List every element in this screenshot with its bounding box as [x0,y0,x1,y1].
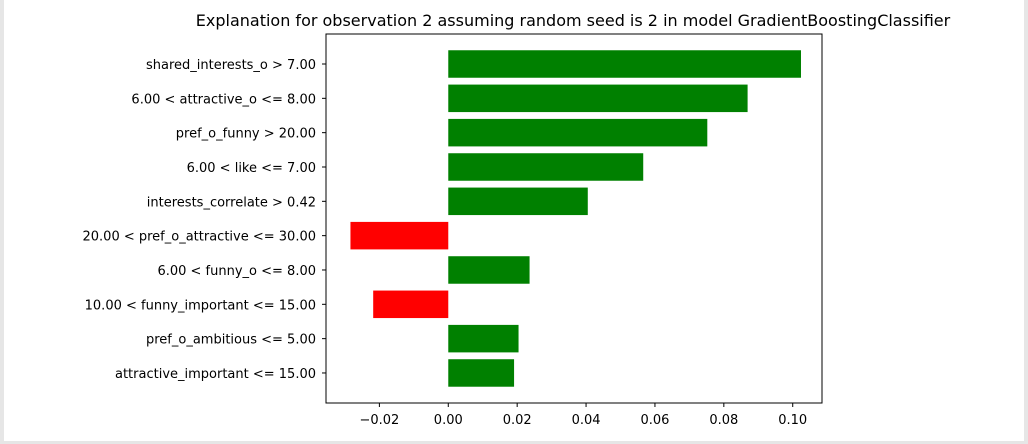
bar-interests-correlate-0-42 [448,187,588,216]
y-tick-label: 10.00 < funny_important <= 15.00 [85,298,316,313]
bar-pref-o-ambitious-5-00 [448,324,519,353]
y-tick-label: 20.00 < pref_o_attractive <= 30.00 [83,230,317,245]
bar-6-00-like-7-00 [448,153,644,181]
bar-20-00-pref-o-attractive-30-00 [350,221,449,250]
y-tick-label: pref_o_ambitious <= 5.00 [146,333,316,348]
y-tick-label: 6.00 < like <= 7.00 [187,161,316,176]
bar-attractive-important-15-00 [448,359,515,387]
x-tick-label: 0.08 [709,413,738,428]
y-tick-label: attractive_important <= 15.00 [115,367,316,382]
bar-10-00-funny-important-15-00 [373,290,449,319]
x-tick-label: −0.02 [359,413,399,428]
bar-pref-o-funny-20-00 [448,118,708,147]
x-tick-label: 0.06 [640,413,669,428]
chart-title: Explanation for observation 2 assuming r… [196,11,951,30]
x-tick-label: 0.02 [503,413,532,428]
x-axis-ticks: −0.02 0.00 0.02 0.04 0.06 0.08 0.10 [359,403,807,428]
x-tick-label: 0.00 [434,413,463,428]
x-tick-label: 0.04 [572,413,601,428]
bars-group [350,50,801,387]
bar-shared-interests-o-7-00 [448,50,801,78]
x-tick-label: 0.10 [778,413,807,428]
y-tick-label: 6.00 < funny_o <= 8.00 [157,264,316,279]
y-tick-label: 6.00 < attractive_o <= 8.00 [131,92,316,107]
y-axis-ticks: shared_interests_o > 7.00 6.00 < attracti… [83,58,326,382]
bar-6-00-attractive-o-8-00 [448,84,748,113]
bar-6-00-funny-o-8-00 [448,256,530,284]
axes-frame [325,33,823,404]
y-tick-label: interests_correlate > 0.42 [147,195,316,210]
y-tick-label: pref_o_funny > 20.00 [176,127,316,142]
y-tick-label: shared_interests_o > 7.00 [146,58,316,73]
